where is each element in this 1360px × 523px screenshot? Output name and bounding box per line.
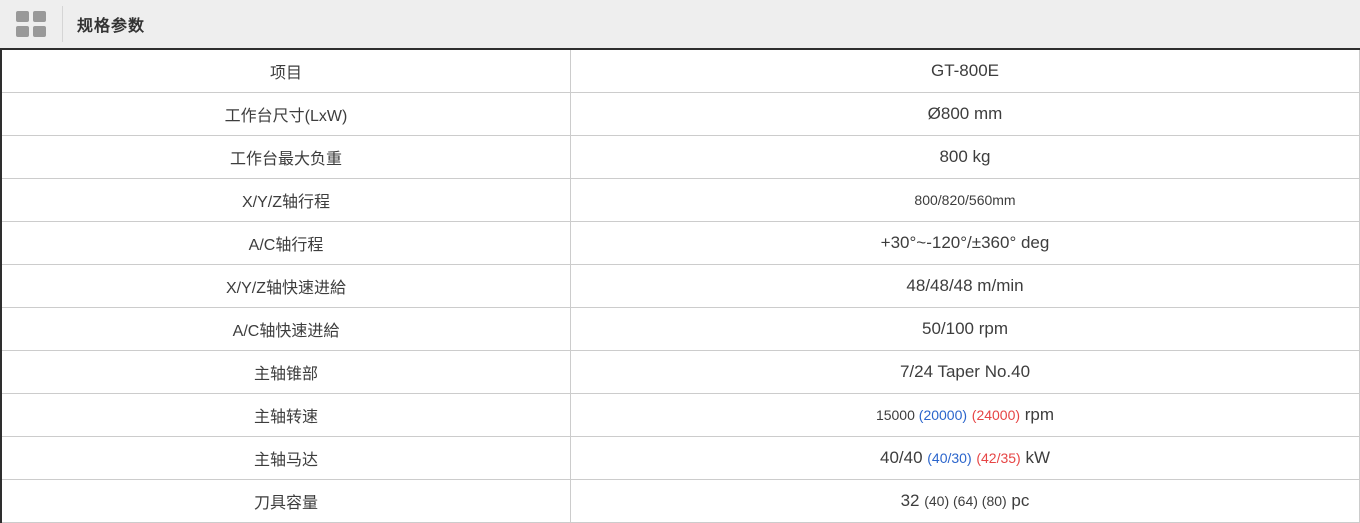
table-row: 主轴锥部 7/24 Taper No.40 xyxy=(1,350,1360,394)
table-row: 工作台最大负重 800 kg xyxy=(1,135,1360,179)
spec-label: A/C轴行程 xyxy=(1,221,571,265)
spec-value: 800/820/560mm xyxy=(570,178,1360,222)
spec-label: 主轴马达 xyxy=(1,436,571,480)
grid-icon-square xyxy=(33,26,46,37)
table-row: 工作台尺寸(LxW) Ø800 mm xyxy=(1,92,1360,136)
value-segment: +30°~-120°/±360° deg xyxy=(880,233,1050,252)
spec-value: 50/100 rpm xyxy=(570,307,1360,351)
table-row: 刀具容量 32 (40) (64) (80) pc xyxy=(1,479,1360,523)
table-row: A/C轴快速进給 50/100 rpm xyxy=(1,307,1360,351)
section-title: 规格参数 xyxy=(77,18,146,35)
header-divider xyxy=(62,6,63,42)
spec-label: 工作台最大负重 xyxy=(1,135,571,179)
spec-label: X/Y/Z轴快速进給 xyxy=(1,264,571,308)
spec-value: 800 kg xyxy=(570,135,1360,179)
spec-label: 主轴锥部 xyxy=(1,350,571,394)
spec-value: 40/40 (40/30) (42/35) kW xyxy=(570,436,1360,480)
value-segment: (20000) xyxy=(918,407,968,423)
value-segment: 32 xyxy=(900,491,925,510)
table-row: 项目 GT-800E xyxy=(1,49,1360,93)
grid-icon xyxy=(16,11,46,37)
value-segment: (24000) xyxy=(971,407,1021,423)
spec-label: A/C轴快速进給 xyxy=(1,307,571,351)
grid-icon-square xyxy=(16,11,29,22)
grid-icon-square xyxy=(16,26,29,37)
value-segment: kW xyxy=(1020,448,1050,467)
value-segment: 800/820/560mm xyxy=(914,192,1016,208)
table-row: 主轴马达 40/40 (40/30) (42/35) kW xyxy=(1,436,1360,480)
spec-label: 刀具容量 xyxy=(1,479,571,523)
value-segment: (40) (64) (80) xyxy=(924,493,1007,509)
spec-label: 项目 xyxy=(1,49,571,93)
value-segment: (42/35) xyxy=(976,450,1021,466)
value-segment: 800 kg xyxy=(939,147,991,166)
table-row: 主轴转速 15000 (20000) (24000) rpm xyxy=(1,393,1360,437)
section-header: 规格参数 xyxy=(0,0,1360,48)
value-segment: 7/24 Taper No.40 xyxy=(899,362,1031,381)
spec-value: Ø800 mm xyxy=(570,92,1360,136)
table-row: X/Y/Z轴快速进給 48/48/48 m/min xyxy=(1,264,1360,308)
value-segment: 15000 xyxy=(875,407,919,423)
spec-value: 48/48/48 m/min xyxy=(570,264,1360,308)
value-segment: 40/40 xyxy=(880,448,928,467)
grid-icon-square xyxy=(33,11,46,22)
value-segment: pc xyxy=(1006,491,1030,510)
spec-label: 主轴转速 xyxy=(1,393,571,437)
value-segment: GT-800E xyxy=(930,61,1000,80)
spec-value: 15000 (20000) (24000) rpm xyxy=(570,393,1360,437)
value-segment: Ø800 mm xyxy=(927,104,1003,123)
spec-value: GT-800E xyxy=(570,49,1360,93)
spec-value: 32 (40) (64) (80) pc xyxy=(570,479,1360,523)
spec-label: 工作台尺寸(LxW) xyxy=(1,92,571,136)
value-segment: rpm xyxy=(1020,405,1055,424)
spec-value: 7/24 Taper No.40 xyxy=(570,350,1360,394)
value-segment: 48/48/48 m/min xyxy=(906,276,1024,295)
spec-table: 项目 GT-800E 工作台尺寸(LxW) Ø800 mm 工作台最大负重 80… xyxy=(0,48,1360,523)
spec-label: X/Y/Z轴行程 xyxy=(1,178,571,222)
grid-icon-box xyxy=(0,0,62,48)
table-row: X/Y/Z轴行程 800/820/560mm xyxy=(1,178,1360,222)
value-segment: 50/100 rpm xyxy=(922,319,1008,338)
value-segment: (40/30) xyxy=(927,450,972,466)
table-row: A/C轴行程 +30°~-120°/±360° deg xyxy=(1,221,1360,265)
spec-value: +30°~-120°/±360° deg xyxy=(570,221,1360,265)
spec-table-body: 项目 GT-800E 工作台尺寸(LxW) Ø800 mm 工作台最大负重 80… xyxy=(1,49,1360,523)
